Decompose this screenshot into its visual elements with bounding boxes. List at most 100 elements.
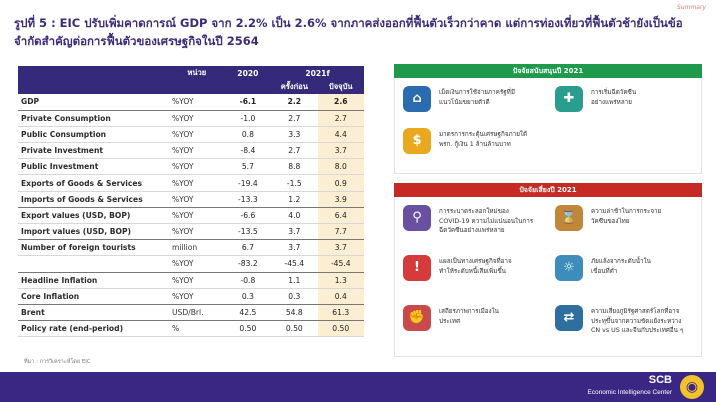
table-body: GDP %YOY -6.1 2.2 2.6 Private Consumption %YOY… <box>18 94 364 338</box>
summary-tag: Summary <box>677 4 706 11</box>
table-header-prev: ครั้งก่อน <box>271 80 318 94</box>
row-2020: 6.7 <box>224 239 272 257</box>
row-unit: USD/Brl. <box>168 304 225 322</box>
row-prev: 4.0 <box>271 207 318 225</box>
row-unit: %YOY <box>168 110 225 127</box>
row-unit: %YOY <box>168 94 225 111</box>
footer-brand: SCB <box>648 374 672 386</box>
protest-icon: ✊ <box>403 305 431 331</box>
row-current: 8.0 <box>317 158 364 176</box>
row-2020: -19.4 <box>224 174 272 192</box>
row-prev: 3.7 <box>271 239 318 257</box>
table-row: Public Consumption %YOY 0.8 3.3 4.4 <box>18 126 364 144</box>
row-unit: % <box>168 320 225 338</box>
row-label: Core Inflation <box>18 288 169 305</box>
row-unit: %YOY <box>168 255 225 273</box>
page-title: รูปที่ 5 : EIC ปรับเพิ่มคาดการณ์ GDP จาก… <box>14 16 683 48</box>
row-2020: 0.50 <box>224 320 272 338</box>
row-2020: -13.3 <box>224 191 272 208</box>
table-row: Public Investment %YOY 5.7 8.8 8.0 <box>18 158 364 176</box>
row-label: Public Investment <box>18 158 169 176</box>
drought-icon: ☼ <box>555 255 583 281</box>
row-current: 3.7 <box>317 239 364 257</box>
risk-heading: ปัจจัยเสี่ยงปี 2021 <box>394 183 702 197</box>
row-label: Exports of Goods & Services <box>18 174 169 192</box>
row-prev: 8.8 <box>271 158 318 176</box>
support-panel: ⌂ เม็ดเงินการใช้จ่ายภาครัฐที่มี แนวโน้มขย… <box>394 78 702 174</box>
table-header-unit: หน่วย <box>168 66 225 80</box>
row-prev: 1.1 <box>271 272 318 289</box>
row-current: 61.3 <box>317 304 364 322</box>
row-2020: -0.8 <box>224 272 272 289</box>
row-2020: -83.2 <box>224 255 272 273</box>
row-2020: -1.0 <box>224 110 272 127</box>
bank-icon: ⌂ <box>403 86 431 112</box>
risk-item-text: ภัยแล้งจากระดับน้ำใน เขื่อนที่ต่ำ <box>591 258 651 275</box>
row-current: 0.4 <box>317 288 364 305</box>
row-2020: 42.5 <box>224 304 272 322</box>
table-row: Export values (USD, BOP) %YOY -6.6 4.0 6.4 <box>18 207 364 225</box>
support-heading: ปัจจัยสนับสนุนปี 2021 <box>394 64 702 78</box>
table-header-2021f: 2021f <box>271 66 364 80</box>
table-row: Number of foreign tourists million 6.7 3.7 3… <box>18 239 364 257</box>
coins-icon: $ <box>403 128 431 154</box>
table-row: GDP %YOY -6.1 2.2 2.6 <box>18 94 364 111</box>
row-prev: 3.7 <box>271 223 318 241</box>
trade-war-icon: ⇄ <box>555 305 583 331</box>
row-label: Number of foreign tourists <box>18 239 169 257</box>
table-row: Private Consumption %YOY -1.0 2.7 2.7 <box>18 110 364 127</box>
row-prev: -1.5 <box>271 174 318 192</box>
table-row: %YOY -83.2 -45.4 -45.4 <box>18 255 364 273</box>
row-current: 0.50 <box>317 320 364 338</box>
row-unit: %YOY <box>168 288 225 305</box>
row-2020: -6.1 <box>224 94 272 111</box>
row-current: 0.9 <box>317 174 364 192</box>
row-label: Public Consumption <box>18 126 169 144</box>
risk-panel: ⚲ การระบาดระลอกใหม่ของ COVID-19 ความไม่แน… <box>394 197 702 357</box>
table-row: Exports of Goods & Services %YOY -19.4 -1.5… <box>18 174 364 192</box>
row-unit: %YOY <box>168 191 225 208</box>
risk-item-text: แผลเป็นทางเศรษฐกิจที่อาจ ทำให้ระดับหนี้เ… <box>439 258 512 275</box>
row-unit: %YOY <box>168 142 225 160</box>
risk-item-text: ความล่าช้าในการกระจาย วัคซีนของไทย <box>591 208 662 225</box>
row-label: GDP <box>18 94 169 111</box>
vaccine-icon: ✚ <box>555 86 583 112</box>
row-current: 3.9 <box>317 191 364 208</box>
row-prev: 54.8 <box>271 304 318 322</box>
row-unit: %YOY <box>168 272 225 289</box>
table-row: Policy rate (end-period)% 0.50 0.50 0.50 <box>18 320 364 338</box>
row-prev: -45.4 <box>271 255 318 273</box>
table-row: Core Inflation %YOY 0.3 0.3 0.4 <box>18 288 364 305</box>
risk-item-text: เสถียรภาพการเมืองใน ประเทศ <box>439 308 499 325</box>
support-item-text: เม็ดเงินการใช้จ่ายภาครัฐที่มี แนวโน้มขยา… <box>439 89 515 106</box>
row-label: Import values (USD, BOP) <box>18 223 169 241</box>
footer-bar: SCB Economic Intelligence Center ◉ <box>0 372 716 402</box>
row-2020: -6.6 <box>224 207 272 225</box>
row-2020: -8.4 <box>224 142 272 160</box>
row-label: Headline Inflation <box>18 272 169 289</box>
row-unit: %YOY <box>168 158 225 176</box>
row-unit: %YOY <box>168 126 225 144</box>
row-prev: 2.7 <box>271 110 318 127</box>
row-current: 7.7 <box>317 223 364 241</box>
source-note: ที่มา : การวิเคราะห์โดย EIC <box>24 359 91 365</box>
row-current: 2.6 <box>317 94 364 111</box>
row-label: Imports of Goods & Services <box>18 191 169 208</box>
support-item-text: มาตรการกระตุ้นเศรษฐกิจภายใต้ พรก. กู้เงิ… <box>439 131 528 148</box>
row-prev: 0.50 <box>271 320 318 338</box>
row-prev: 2.7 <box>271 142 318 160</box>
row-2020: 0.3 <box>224 288 272 305</box>
risk-item-text: ความเสี่ยงภูมิรัฐศาสตร์โลกที่อาจ ประทุขึ… <box>591 308 684 334</box>
row-label: Private Investment <box>18 142 169 160</box>
row-2020: 0.8 <box>224 126 272 144</box>
row-current: 4.4 <box>317 126 364 144</box>
table-row: Imports of Goods & Services %YOY -13.3 1.2 3… <box>18 191 364 208</box>
table-row: Import values (USD, BOP) %YOY -13.5 3.7 7.7 <box>18 223 364 241</box>
row-label: Private Consumption <box>18 110 169 127</box>
table-row: Brent USD/Brl. 42.5 54.8 61.3 <box>18 304 364 322</box>
footer-subtitle: Economic Intelligence Center <box>587 389 672 396</box>
row-current: 1.3 <box>317 272 364 289</box>
row-current: -45.4 <box>317 255 364 273</box>
row-prev: 2.2 <box>271 94 318 111</box>
